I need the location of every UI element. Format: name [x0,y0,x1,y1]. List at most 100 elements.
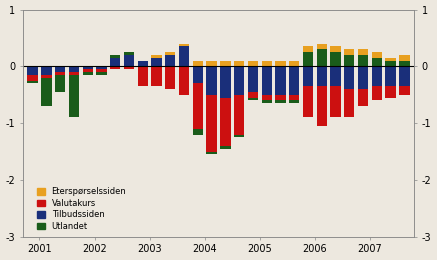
Bar [96,69,107,72]
Bar [317,66,327,86]
Bar [372,66,382,86]
Bar [303,52,313,66]
Bar [124,66,134,69]
Bar [41,66,52,75]
Bar [344,49,354,55]
Bar [220,98,231,146]
Bar [69,75,79,118]
Bar [193,83,203,129]
Bar [289,100,299,103]
Bar [179,47,189,66]
Bar [193,129,203,134]
Bar [372,86,382,100]
Bar [55,75,65,92]
Bar [261,100,272,103]
Bar [220,146,231,149]
Bar [344,89,354,118]
Bar [110,58,120,66]
Bar [358,55,368,66]
Bar [83,72,93,75]
Bar [179,44,189,47]
Bar [372,58,382,66]
Bar [110,55,120,58]
Bar [358,49,368,55]
Bar [372,52,382,58]
Bar [275,66,286,95]
Bar [41,78,52,106]
Bar [261,61,272,66]
Bar [110,66,120,69]
Bar [330,86,341,118]
Bar [303,66,313,86]
Bar [55,66,65,72]
Legend: Eterspørselssiden, Valutakurs, Tilbudssiden, Utlandet: Eterspørselssiden, Valutakurs, Tilbudssi… [35,186,128,233]
Bar [234,66,244,95]
Bar [330,66,341,86]
Bar [96,66,107,69]
Bar [28,81,38,83]
Bar [234,134,244,137]
Bar [275,95,286,100]
Bar [261,95,272,100]
Bar [317,86,327,126]
Bar [248,66,258,92]
Bar [317,44,327,49]
Bar [330,47,341,52]
Bar [28,75,38,81]
Bar [55,72,65,75]
Bar [399,55,409,61]
Bar [179,66,189,95]
Bar [289,95,299,100]
Bar [69,72,79,75]
Bar [248,98,258,100]
Bar [193,61,203,66]
Bar [358,66,368,89]
Bar [151,66,162,86]
Bar [385,58,396,61]
Bar [234,61,244,66]
Bar [399,86,409,95]
Bar [358,89,368,106]
Bar [165,52,176,55]
Bar [234,95,244,134]
Bar [83,69,93,72]
Bar [303,86,313,118]
Bar [206,152,217,154]
Bar [385,61,396,66]
Bar [399,66,409,86]
Bar [206,66,217,95]
Bar [165,55,176,66]
Bar [206,95,217,152]
Bar [206,61,217,66]
Bar [220,61,231,66]
Bar [124,55,134,66]
Bar [151,58,162,66]
Bar [330,52,341,66]
Bar [220,66,231,98]
Bar [289,61,299,66]
Bar [399,61,409,66]
Bar [124,52,134,55]
Bar [317,49,327,66]
Bar [248,61,258,66]
Bar [69,66,79,72]
Bar [261,66,272,95]
Bar [385,86,396,98]
Bar [344,66,354,89]
Bar [248,92,258,98]
Bar [385,66,396,86]
Bar [138,61,148,66]
Bar [28,66,38,75]
Bar [83,66,93,69]
Bar [96,72,107,75]
Bar [138,66,148,86]
Bar [275,100,286,103]
Bar [151,55,162,58]
Bar [275,61,286,66]
Bar [193,66,203,83]
Bar [165,66,176,89]
Bar [289,66,299,95]
Bar [41,75,52,78]
Bar [303,47,313,52]
Bar [344,55,354,66]
